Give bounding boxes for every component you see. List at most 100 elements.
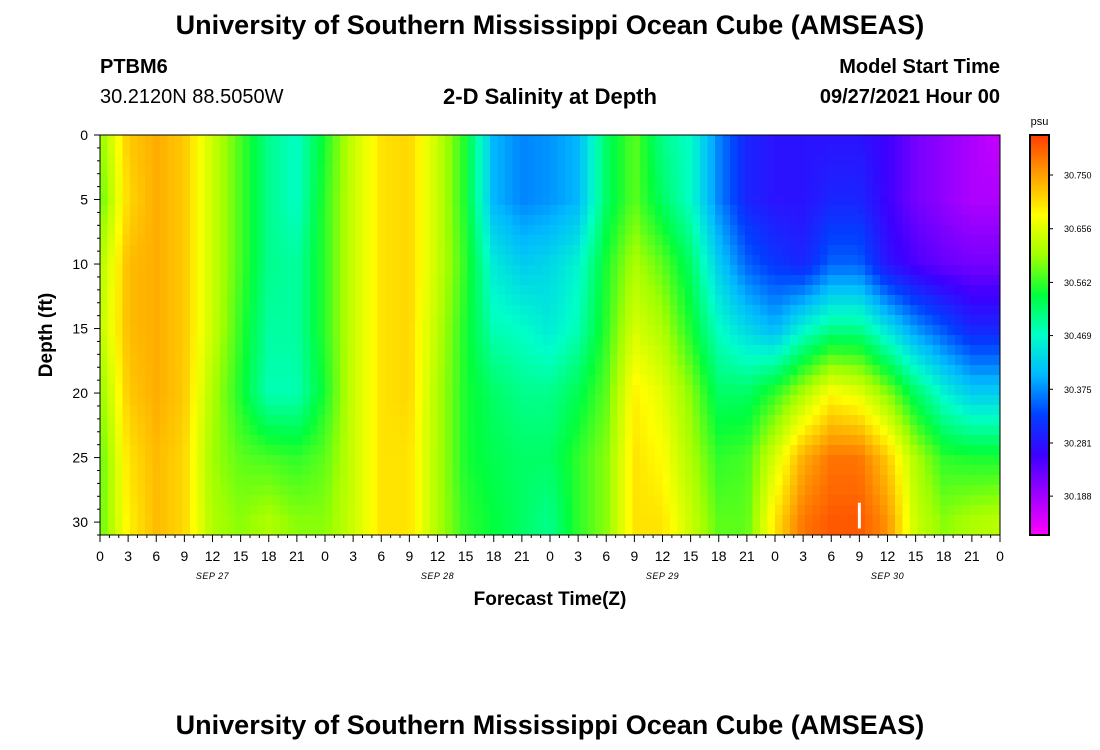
heatmap-cell xyxy=(737,145,746,156)
heatmap-cell xyxy=(662,375,671,386)
heatmap-cell xyxy=(640,385,649,396)
heatmap-cell xyxy=(205,495,214,506)
heatmap-cell xyxy=(280,345,289,356)
heatmap-cell xyxy=(865,505,874,516)
heatmap-cell xyxy=(445,275,454,286)
heatmap-cell xyxy=(550,225,559,236)
heatmap-cell xyxy=(842,465,851,476)
heatmap-cell xyxy=(820,355,829,366)
heatmap-cell xyxy=(692,165,701,176)
heatmap-cell xyxy=(317,305,326,316)
heatmap-cell xyxy=(160,475,169,486)
heatmap-cell xyxy=(790,405,799,416)
heatmap-cell xyxy=(475,285,484,296)
heatmap-cell xyxy=(317,165,326,176)
heatmap-cell xyxy=(535,155,544,166)
heatmap-cell xyxy=(730,135,739,146)
heatmap-cell xyxy=(767,365,776,376)
heatmap-cell xyxy=(737,415,746,426)
heatmap-cell xyxy=(632,205,641,216)
heatmap-cell xyxy=(250,475,259,486)
heatmap-cell xyxy=(610,475,619,486)
heatmap-cell xyxy=(272,265,281,276)
heatmap-cell xyxy=(280,315,289,326)
heatmap-cell xyxy=(152,195,161,206)
heatmap-cell xyxy=(827,235,836,246)
heatmap-cell xyxy=(647,245,656,256)
heatmap-cell xyxy=(347,175,356,186)
heatmap-cell xyxy=(265,265,274,276)
heatmap-cell xyxy=(505,175,514,186)
heatmap-cell xyxy=(647,175,656,186)
heatmap-cell xyxy=(460,415,469,426)
heatmap-cell xyxy=(512,305,521,316)
heatmap-cell xyxy=(302,205,311,216)
heatmap-cell xyxy=(107,135,116,146)
heatmap-cell xyxy=(557,225,566,236)
heatmap-cell xyxy=(970,145,979,156)
heatmap-cell xyxy=(767,235,776,246)
heatmap-cell xyxy=(130,185,139,196)
heatmap-cell xyxy=(122,525,131,535)
heatmap-cell xyxy=(512,235,521,246)
heatmap-cell xyxy=(812,445,821,456)
heatmap-cell xyxy=(145,425,154,436)
heatmap-cell xyxy=(985,345,994,356)
heatmap-cell xyxy=(145,285,154,296)
heatmap-cell xyxy=(745,365,754,376)
heatmap-cell xyxy=(550,215,559,226)
heatmap-cell xyxy=(850,445,859,456)
heatmap-cell xyxy=(437,465,446,476)
heatmap-cell xyxy=(587,365,596,376)
heatmap-cell xyxy=(895,275,904,286)
heatmap-cell xyxy=(175,135,184,146)
heatmap-cell xyxy=(610,275,619,286)
heatmap-cell xyxy=(782,355,791,366)
heatmap-cell xyxy=(715,395,724,406)
heatmap-cell xyxy=(497,525,506,535)
heatmap-cell xyxy=(400,135,409,146)
heatmap-cell xyxy=(677,425,686,436)
heatmap-cell xyxy=(512,525,521,535)
heatmap-cell xyxy=(572,135,581,146)
heatmap-cell xyxy=(580,335,589,346)
heatmap-cell xyxy=(572,275,581,286)
heatmap-cell xyxy=(670,425,679,436)
heatmap-cell xyxy=(775,485,784,496)
heatmap-cell xyxy=(512,375,521,386)
heatmap-cell xyxy=(955,295,964,306)
heatmap-cell xyxy=(452,415,461,426)
heatmap-cell xyxy=(625,455,634,466)
heatmap-cell xyxy=(467,255,476,266)
heatmap-cell xyxy=(970,205,979,216)
heatmap-cell xyxy=(295,445,304,456)
heatmap-cell xyxy=(332,215,341,226)
heatmap-cell xyxy=(445,485,454,496)
heatmap-cell xyxy=(535,515,544,526)
heatmap-cell xyxy=(272,385,281,396)
heatmap-cell xyxy=(212,405,221,416)
heatmap-cell xyxy=(362,255,371,266)
heatmap-cell xyxy=(437,505,446,516)
heatmap-cell xyxy=(242,225,251,236)
heatmap-cell xyxy=(580,215,589,226)
heatmap-cell xyxy=(917,365,926,376)
heatmap-cell xyxy=(347,355,356,366)
heatmap-cell xyxy=(505,515,514,526)
heatmap-cell xyxy=(272,145,281,156)
heatmap-cell xyxy=(572,405,581,416)
heatmap-cell xyxy=(842,235,851,246)
heatmap-cell xyxy=(677,345,686,356)
heatmap-cell xyxy=(392,375,401,386)
heatmap-cell xyxy=(287,365,296,376)
heatmap-cell xyxy=(872,135,881,146)
heatmap-cell xyxy=(527,455,536,466)
heatmap-cell xyxy=(850,265,859,276)
heatmap-cell xyxy=(535,435,544,446)
heatmap-cell xyxy=(842,325,851,336)
heatmap-cell xyxy=(137,335,146,346)
heatmap-cell xyxy=(932,315,941,326)
heatmap-cell xyxy=(970,395,979,406)
heatmap-cell xyxy=(655,255,664,266)
heatmap-cell xyxy=(295,195,304,206)
